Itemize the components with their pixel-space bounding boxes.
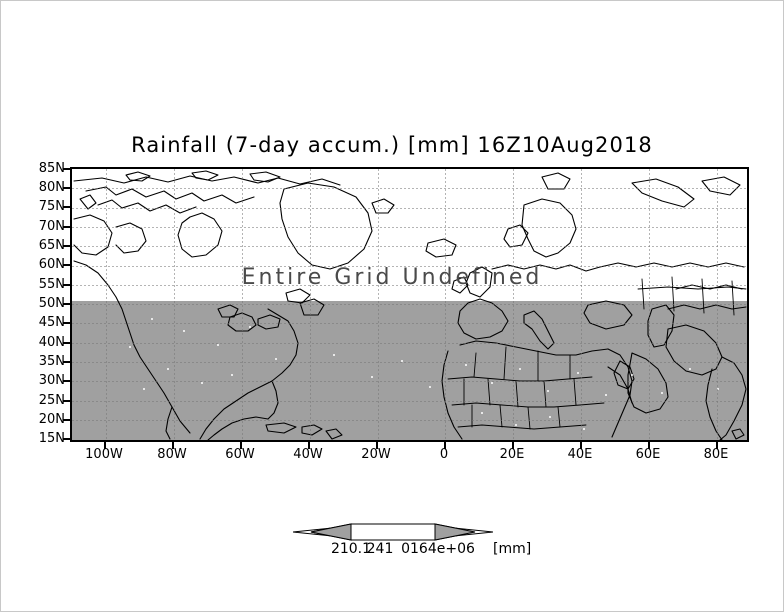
x-tick-mark [580,442,582,449]
map-plot-area[interactable] [70,167,749,442]
y-tick-mark [63,322,70,324]
gridline-horizontal [72,284,747,286]
x-tick-mark [308,442,310,449]
x-axis-label: 80E [703,447,729,462]
y-axis-label: 70N [38,219,65,234]
colorbar-tick-label: 241 [366,541,394,557]
x-axis-label: 100W [85,447,123,462]
gridline-horizontal [72,207,747,209]
gridline-horizontal [72,188,747,190]
gridline-horizontal [72,304,747,306]
colorbar[interactable] [293,517,493,547]
y-axis-label: 40N [38,335,65,350]
x-tick-mark [512,442,514,449]
x-tick-mark [376,442,378,449]
gridline-horizontal [72,362,747,363]
y-tick-mark [63,245,70,247]
y-axis-label: 50N [38,296,65,311]
y-axis-label: 65N [38,238,65,253]
y-tick-mark [63,284,70,286]
y-axis-label: 30N [38,373,65,388]
y-tick-mark [63,361,70,363]
gridline-horizontal [72,265,747,267]
x-axis-label: 20E [499,447,525,462]
y-axis-label: 80N [38,180,65,195]
gridline-horizontal [72,419,747,421]
y-axis-label: 35N [38,354,65,369]
y-axis-label: 25N [38,393,65,408]
y-tick-mark [63,342,70,344]
x-tick-mark [104,442,106,449]
y-axis-label: 55N [38,277,65,292]
gridline-horizontal [72,342,747,344]
y-tick-mark [63,187,70,189]
gridline-horizontal [72,226,747,228]
x-axis-label: 60E [635,447,661,462]
y-axis-label: 15N [38,431,65,446]
x-axis-label: 0 [439,447,449,462]
colorbar-swatches [293,523,493,541]
y-tick-mark [63,206,70,208]
x-axis-label: 40E [567,447,593,462]
x-axis-label: 40W [293,447,323,462]
y-tick-mark [63,438,70,440]
y-tick-mark [63,226,70,228]
x-tick-mark [172,442,174,449]
y-axis-label: 75N [38,199,65,214]
y-tick-mark [63,264,70,266]
y-tick-mark [63,380,70,382]
x-tick-mark [240,442,242,449]
x-tick-mark [716,442,718,449]
page-title: Rainfall (7-day accum.) [mm] 16Z10Aug201… [131,133,653,157]
x-axis-label: 60W [225,447,255,462]
colorbar-segment-low-overlay [310,523,352,541]
y-tick-mark [63,303,70,305]
x-tick-mark [444,442,446,449]
colorbar-tick-label: 210.1 [330,541,372,557]
x-tick-mark [648,442,650,449]
y-tick-mark [63,168,70,170]
x-axis-label: 80W [157,447,187,462]
colorbar-tick-label: 0164e+06 [401,541,475,557]
coastline-overlay [73,170,747,440]
colorbar-segment-high-overlay [434,523,476,541]
gridline-horizontal [72,323,747,325]
gridline-horizontal [72,381,747,383]
colorbar-segment-mid-overlay [350,523,436,541]
colorbar-units-label: [mm] [493,541,532,557]
y-tick-mark [63,400,70,402]
y-axis-label: 45N [38,315,65,330]
gridline-horizontal [72,246,747,248]
colorbar-tick-labels: 210.1 241 0164e+06 [mm] [1,542,783,560]
map-clip [72,169,747,440]
x-axis-label: 20W [361,447,391,462]
gridline-horizontal [72,400,747,402]
y-axis-label: 20N [38,412,65,427]
y-axis-label: 60N [38,257,65,272]
y-tick-mark [63,419,70,421]
y-axis-label: 85N [38,161,65,176]
